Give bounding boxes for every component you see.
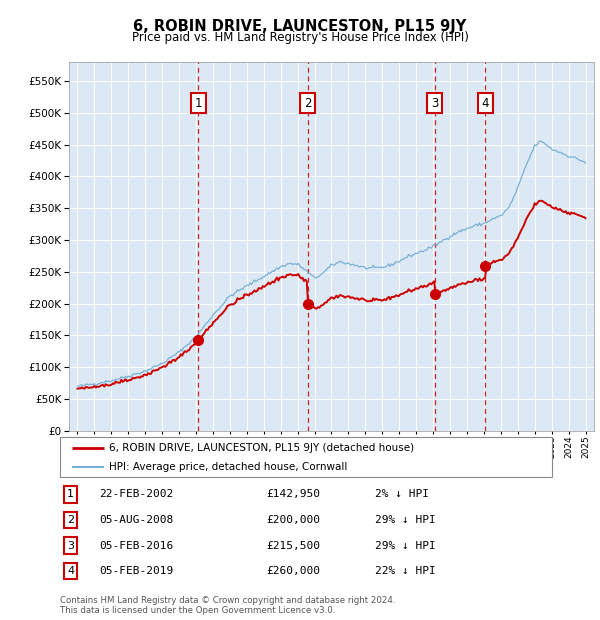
Text: 2: 2 <box>304 97 311 110</box>
Text: 05-FEB-2016: 05-FEB-2016 <box>100 541 173 551</box>
Text: 3: 3 <box>67 541 74 551</box>
Text: Price paid vs. HM Land Registry's House Price Index (HPI): Price paid vs. HM Land Registry's House … <box>131 31 469 44</box>
Text: 1: 1 <box>194 97 202 110</box>
Text: 22% ↓ HPI: 22% ↓ HPI <box>375 566 436 576</box>
Text: 22-FEB-2002: 22-FEB-2002 <box>100 490 173 500</box>
Text: Contains HM Land Registry data © Crown copyright and database right 2024.
This d: Contains HM Land Registry data © Crown c… <box>60 596 395 615</box>
Text: 1: 1 <box>67 490 74 500</box>
Text: £200,000: £200,000 <box>266 515 320 525</box>
Text: £215,500: £215,500 <box>266 541 320 551</box>
Text: £260,000: £260,000 <box>266 566 320 576</box>
Text: 6, ROBIN DRIVE, LAUNCESTON, PL15 9JY: 6, ROBIN DRIVE, LAUNCESTON, PL15 9JY <box>133 19 467 33</box>
Text: 05-AUG-2008: 05-AUG-2008 <box>100 515 173 525</box>
Text: 05-FEB-2019: 05-FEB-2019 <box>100 566 173 576</box>
Text: 6, ROBIN DRIVE, LAUNCESTON, PL15 9JY (detached house): 6, ROBIN DRIVE, LAUNCESTON, PL15 9JY (de… <box>109 443 415 453</box>
FancyBboxPatch shape <box>60 437 552 477</box>
Text: HPI: Average price, detached house, Cornwall: HPI: Average price, detached house, Corn… <box>109 463 347 472</box>
Text: 3: 3 <box>431 97 439 110</box>
Text: 4: 4 <box>67 566 74 576</box>
Text: 29% ↓ HPI: 29% ↓ HPI <box>375 515 436 525</box>
Text: 2: 2 <box>67 515 74 525</box>
Text: £142,950: £142,950 <box>266 490 320 500</box>
Text: 29% ↓ HPI: 29% ↓ HPI <box>375 541 436 551</box>
Text: 4: 4 <box>482 97 489 110</box>
Text: 2% ↓ HPI: 2% ↓ HPI <box>375 490 429 500</box>
